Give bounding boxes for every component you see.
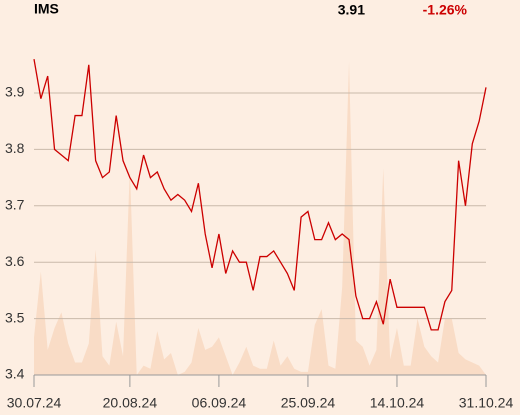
symbol: IMS: [34, 1, 59, 17]
x-tick-label: 25.09.24: [281, 395, 336, 411]
y-tick-label: 3.7: [5, 197, 25, 213]
x-tick-label: 06.09.24: [192, 395, 247, 411]
volume-area: [34, 61, 486, 375]
y-tick-label: 3.5: [5, 309, 25, 325]
x-tick-label: 14.10.24: [370, 395, 425, 411]
y-tick-label: 3.9: [5, 84, 25, 100]
x-tick-label: 30.07.24: [7, 395, 62, 411]
x-tick-label: 20.08.24: [103, 395, 158, 411]
price: 3.91: [338, 2, 365, 18]
change: -1.26%: [423, 2, 468, 18]
price-line: [33, 59, 487, 331]
y-tick-label: 3.4: [5, 366, 25, 382]
y-tick-label: 3.8: [5, 140, 25, 156]
y-tick-label: 3.6: [5, 253, 25, 269]
x-tick-label: 31.10.24: [459, 395, 514, 411]
